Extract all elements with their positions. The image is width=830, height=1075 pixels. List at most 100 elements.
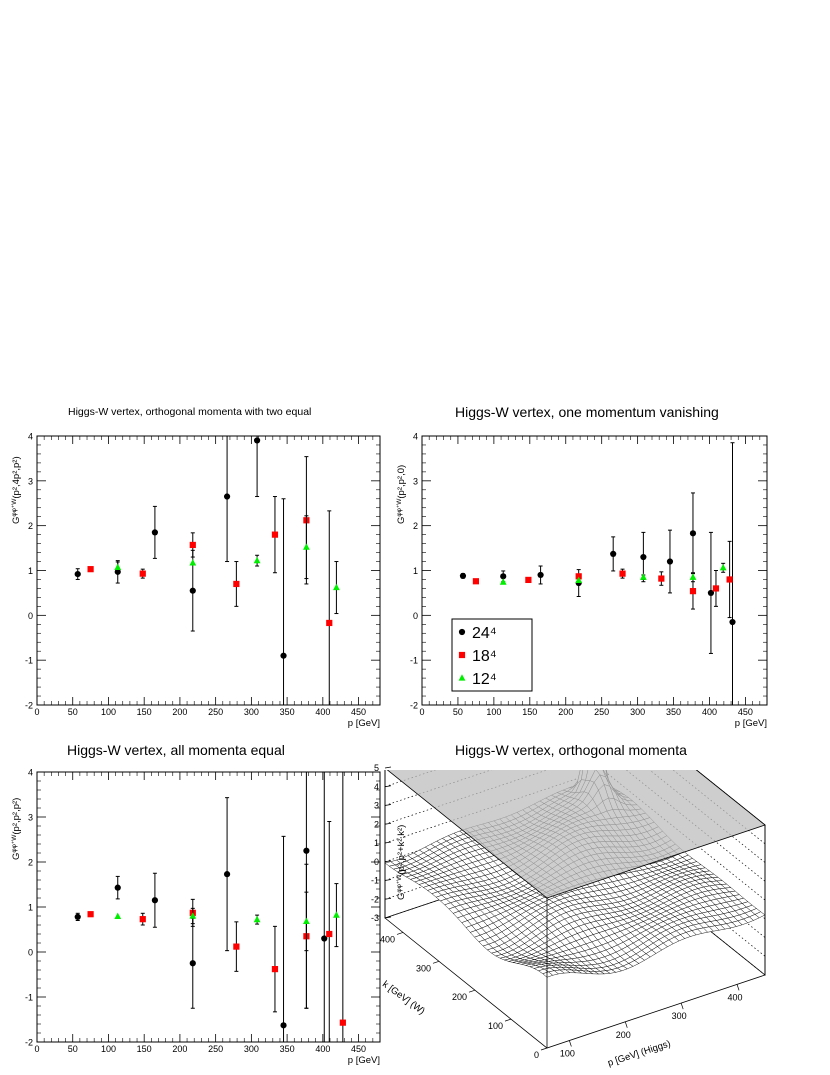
x-tick-label: 450 xyxy=(738,707,753,717)
k-tick-label: 200 xyxy=(452,992,467,1002)
chart1-plot: 0 50 100 150 200 250 300 350 400 450 -2 -1 0 1 2 3 4 p [G… xyxy=(11,432,381,729)
legend-marker xyxy=(458,674,466,681)
x-tick-label: 200 xyxy=(172,707,187,717)
z-tick-label: -1 xyxy=(371,876,379,886)
x-tick-label: 200 xyxy=(172,1044,187,1054)
data-point xyxy=(719,564,727,571)
data-point xyxy=(610,550,617,558)
y-tick-label: -1 xyxy=(25,656,33,666)
data-point xyxy=(114,912,122,920)
y-tick-label: 2 xyxy=(413,521,418,531)
data-point xyxy=(689,530,697,537)
y-tick-label: 4 xyxy=(28,768,33,778)
surface-cell xyxy=(584,770,592,777)
y-label: Gφφ⁺W(p²,4p²,p²) xyxy=(11,456,23,524)
data-point xyxy=(575,573,582,580)
data-point xyxy=(189,587,196,594)
legend-entry: 24⁴ xyxy=(472,625,497,642)
data-point xyxy=(321,935,328,942)
k-tick xyxy=(504,1018,512,1022)
x-tick-label: 50 xyxy=(68,1044,78,1054)
x-tick-label: 150 xyxy=(522,707,537,717)
data-point xyxy=(74,570,81,578)
data-point xyxy=(712,585,720,592)
data-point xyxy=(729,618,736,626)
data-point xyxy=(326,619,333,627)
data-point xyxy=(280,1022,287,1029)
y-tick-label: 1 xyxy=(413,566,418,576)
z-tick-label: 5 xyxy=(374,763,379,773)
z-tick xyxy=(384,860,392,863)
x-axis-label: p [GeV] xyxy=(348,718,380,729)
y-tick-label: 4 xyxy=(413,432,418,442)
surface-cell xyxy=(583,706,593,759)
k-tick-label: 300 xyxy=(416,963,431,973)
z-tick xyxy=(384,804,392,806)
data-point xyxy=(326,930,333,938)
data-point xyxy=(525,576,532,584)
x-tick-label: 400 xyxy=(702,707,717,717)
data-point xyxy=(74,913,81,921)
x-tick-label: 350 xyxy=(280,707,295,717)
y-label: Gφφ⁺W(p²,p²,p²) xyxy=(11,798,23,860)
x-tick-label: 50 xyxy=(68,707,78,717)
chart3-title: Higgs-W vertex, all momenta equal xyxy=(67,742,285,758)
data-point xyxy=(189,541,196,549)
x-tick-label: 350 xyxy=(280,1044,295,1054)
data-point xyxy=(499,578,507,585)
x-tick-label: 300 xyxy=(244,1044,259,1054)
x-axis-label: p [GeV] xyxy=(348,1055,380,1066)
data-point xyxy=(139,916,146,923)
z-tick xyxy=(384,766,392,769)
y-tick-label: -2 xyxy=(25,701,33,711)
z-tick xyxy=(384,916,392,919)
chart1-title: Higgs-W vertex, orthogonal momenta with … xyxy=(68,406,312,418)
legend-entry: 12⁴ xyxy=(472,671,497,688)
k-tick xyxy=(540,1047,548,1051)
x-tick-label: 450 xyxy=(351,707,366,717)
data-point xyxy=(472,578,480,585)
x-tick-label: 300 xyxy=(244,707,259,717)
y-label: Gφφ⁺W(p²,p²,0) xyxy=(396,465,408,524)
data-point xyxy=(280,652,287,659)
chart2-plot: 0 50 100 150 200 250 300 350 400 450 -2 -1 0 1 2 3 4 p [G… xyxy=(396,432,768,729)
x-tick-label: 400 xyxy=(315,1044,330,1054)
z-tick-label: 4 xyxy=(374,782,379,792)
data-point xyxy=(302,917,310,924)
data-point xyxy=(333,911,340,918)
z-tick xyxy=(384,897,392,900)
z-tick-label: -3 xyxy=(371,913,379,923)
p-tick xyxy=(569,1040,572,1047)
plot-frame xyxy=(36,771,381,1043)
legend-box xyxy=(451,618,533,692)
chart2-title: Higgs-W vertex, one momentum vanishing xyxy=(455,404,719,420)
x-tick-label: 150 xyxy=(137,707,152,717)
x-tick-label: 0 xyxy=(34,1044,39,1054)
legend-entry: 18⁴ xyxy=(472,648,497,665)
data-point xyxy=(189,960,196,967)
x-tick-label: 300 xyxy=(630,707,645,717)
x-tick-label: 100 xyxy=(101,1044,116,1054)
k-axis-label: k [GeV] (W) xyxy=(380,979,427,1017)
k-tick xyxy=(432,961,440,964)
data-point xyxy=(639,573,647,580)
data-point xyxy=(223,871,231,878)
data-point xyxy=(689,573,697,580)
data-point xyxy=(302,543,310,550)
chart3-plot: 0 50 100 150 200 250 300 350 400 450 -2 -1 0 1 2 3 4 p [G… xyxy=(11,768,381,1066)
data-point xyxy=(223,493,231,500)
x-tick-label: 200 xyxy=(558,707,573,717)
x-tick-label: 400 xyxy=(315,707,330,717)
data-point xyxy=(253,437,261,444)
x-tick-label: 150 xyxy=(137,1044,152,1054)
y-tick-label: 0 xyxy=(413,611,418,621)
z-tick-label: 0 xyxy=(374,857,379,867)
y-tick-label: 1 xyxy=(28,566,33,576)
data-point xyxy=(303,847,310,854)
surface-cell xyxy=(542,971,554,978)
data-point xyxy=(500,573,507,580)
k-tick xyxy=(468,989,476,993)
data-point xyxy=(459,572,467,579)
data-point xyxy=(271,531,279,538)
y-tick-label: 0 xyxy=(28,611,33,621)
